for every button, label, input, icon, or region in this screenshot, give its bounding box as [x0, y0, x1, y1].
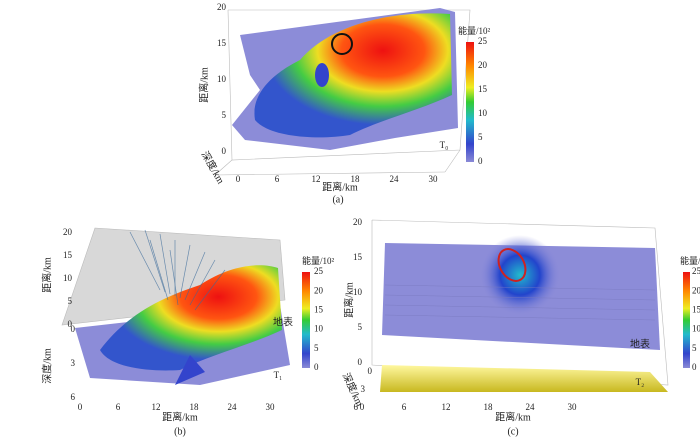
y-axis-label: 距离/km	[197, 67, 210, 103]
x-tick-label: 12	[312, 174, 321, 184]
x-tick-label: 24	[526, 402, 536, 412]
colorbar-tick-label: 10	[478, 108, 488, 118]
depth-tick-label: 3	[71, 358, 76, 368]
colorbar-tick-label: 20	[692, 285, 700, 295]
caption: (c)	[507, 426, 518, 437]
x-tick-label: 18	[351, 174, 361, 184]
colorbar-b	[302, 272, 310, 368]
x-axis-label: 距离/km	[322, 180, 358, 193]
x-tick-label: 24	[228, 402, 238, 412]
y-tick-label: 15	[353, 252, 363, 262]
x-tick-label: 18	[484, 402, 494, 412]
colorbar-title: 能量/10²	[458, 25, 491, 36]
y-tick-label: 5	[68, 296, 73, 306]
colorbar-tick-label: 10	[692, 324, 700, 334]
colorbar-c	[683, 272, 690, 368]
y-tick-label: 10	[353, 287, 363, 297]
x-tick-label: 0	[78, 402, 83, 412]
x-tick-label: 30	[266, 402, 276, 412]
colorbar-tick-label: 0	[314, 362, 319, 372]
time-label: T₂	[636, 377, 645, 387]
panel-b-plot	[61, 227, 290, 385]
panel-c-plot	[371, 219, 669, 392]
depth-tick-label: 6	[354, 402, 359, 412]
x-tick-label: 24	[390, 174, 400, 184]
y-tick-label: 10	[217, 74, 227, 84]
x-tick-label: 12	[442, 402, 451, 412]
y-tick-label: 5	[358, 322, 363, 332]
caption: (a)	[332, 194, 343, 205]
time-label: T₁	[274, 370, 283, 380]
y-tick-label: 15	[217, 38, 227, 48]
colorbar-tick-label: 20	[314, 285, 324, 295]
colorbar-tick-label: 10	[314, 324, 324, 334]
colorbar-tick-label: 15	[692, 304, 700, 314]
y-tick-label: 15	[63, 250, 73, 260]
x-tick-label: 12	[152, 402, 161, 412]
y-tick-label: 10	[63, 273, 73, 283]
y-tick-label: 0	[68, 319, 73, 329]
x-tick-label: 0	[236, 174, 241, 184]
y-tick-label: 20	[217, 2, 227, 12]
x-tick-label: 30	[429, 174, 439, 184]
x-tick-label: 6	[402, 402, 407, 412]
y-tick-label: 0	[222, 146, 227, 156]
x-axis-label: 距离/km	[162, 410, 198, 423]
colorbar-tick-label: 25	[692, 266, 700, 276]
x-tick-label: 30	[568, 402, 578, 412]
y-tick-label: 5	[222, 110, 227, 120]
caption: (b)	[174, 426, 186, 437]
y-tick-label: 20	[63, 227, 73, 237]
depth-tick-label: 3	[361, 384, 366, 394]
colorbar-tick-label: 0	[692, 362, 697, 372]
colorbar-tick-label: 25	[314, 266, 324, 276]
colorbar-tick-label: 15	[478, 84, 488, 94]
x-axis-label: 距离/km	[495, 410, 531, 423]
colorbar-a	[466, 42, 474, 162]
colorbar-tick-label: 0	[478, 156, 483, 166]
colorbar-title: 能量/10²	[302, 255, 335, 266]
time-label: T₀	[440, 140, 449, 150]
y-axis-label: 距离/km	[40, 257, 53, 293]
y-tick-label: 20	[353, 217, 363, 227]
depth-tick-label: 0	[368, 366, 373, 376]
panel-a-plot	[214, 8, 471, 176]
colorbar-tick-label: 20	[478, 60, 488, 70]
colorbar-tick-label: 15	[314, 304, 324, 314]
colorbar-tick-label: 5	[314, 343, 319, 353]
colorbar-tick-label: 5	[478, 132, 483, 142]
depth-axis-label: 深度/km	[40, 348, 53, 384]
colorbar-tick-label: 25	[478, 36, 488, 46]
surface-label: 地表	[630, 337, 650, 350]
x-tick-label: 18	[190, 402, 200, 412]
x-tick-label: 6	[275, 174, 280, 184]
depth-tick-label: 6	[71, 392, 76, 402]
depth-tick-label: 0	[71, 324, 76, 334]
surface-label: 地表	[273, 315, 293, 328]
x-tick-label: 6	[116, 402, 121, 412]
y-axis-label: 距离/km	[342, 282, 355, 318]
colorbar-tick-label: 5	[692, 343, 697, 353]
y-tick-label: 0	[358, 357, 363, 367]
x-tick-label: 0	[360, 402, 365, 412]
colorbar-title: 能量/10²	[680, 255, 700, 266]
